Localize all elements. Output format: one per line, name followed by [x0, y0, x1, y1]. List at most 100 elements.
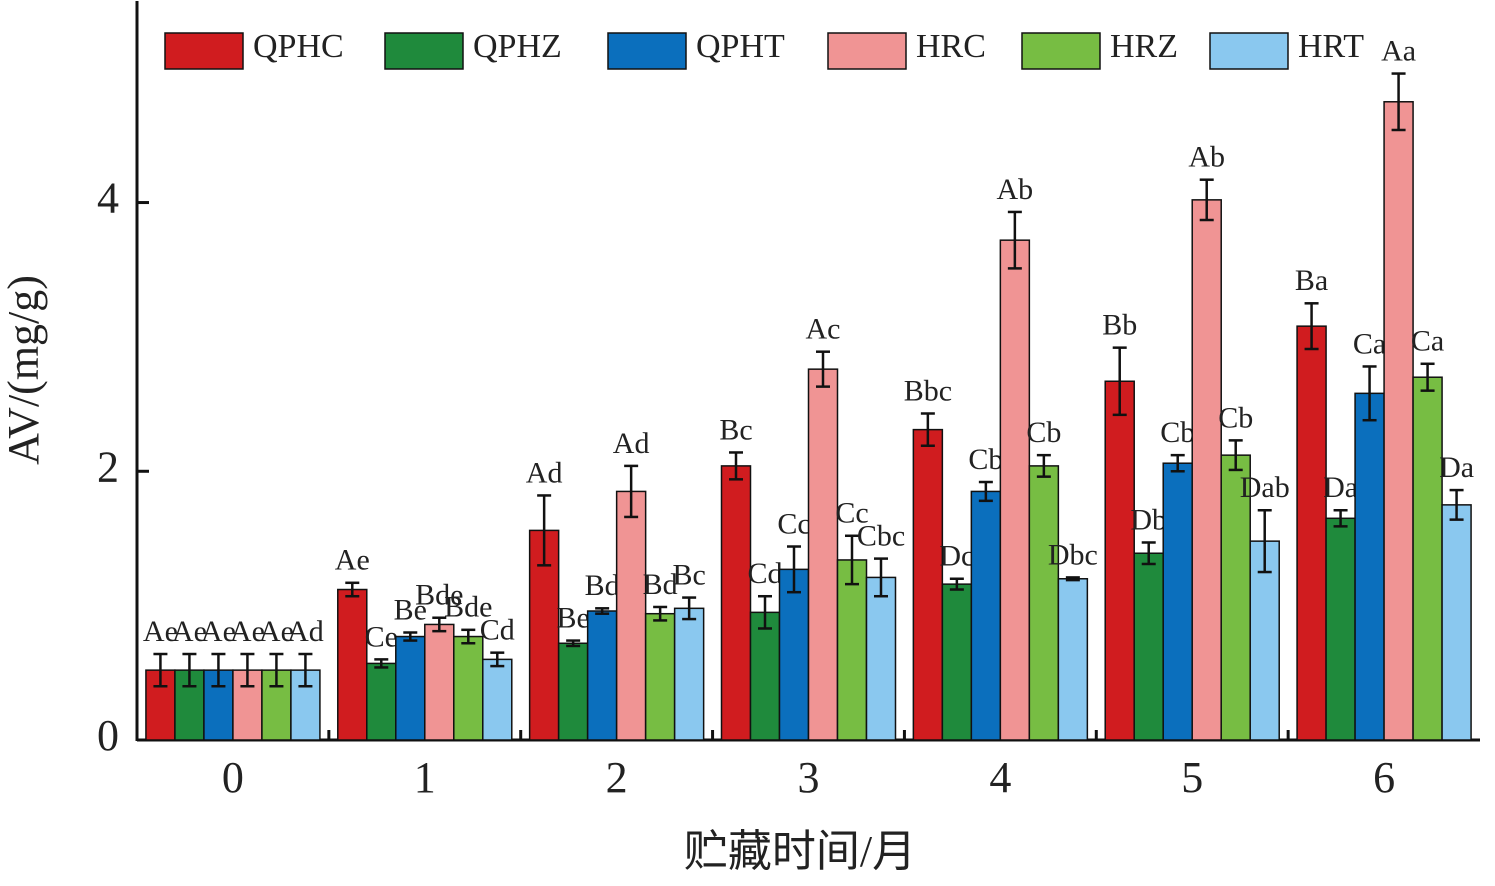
error-bar	[1449, 488, 1464, 521]
significance-label: Da	[1323, 471, 1358, 504]
significance-label: Ca	[1353, 327, 1386, 360]
significance-label: Ba	[1295, 264, 1328, 297]
x-tick-label: 3	[798, 753, 820, 802]
significance-label: Ad	[613, 427, 650, 460]
error-bar	[920, 412, 935, 447]
significance-label: Dab	[1240, 471, 1290, 504]
legend-swatch	[1209, 32, 1289, 70]
error-bar	[1362, 365, 1377, 422]
bar	[970, 490, 1002, 741]
error-bar	[298, 652, 313, 688]
error-bar	[1112, 346, 1127, 417]
error-bar	[682, 596, 697, 621]
significance-label: Cd	[747, 557, 782, 590]
significance-label: Da	[1439, 451, 1474, 484]
significance-label: Ae	[143, 615, 178, 648]
significance-label: Ae	[201, 615, 236, 648]
error-bar	[374, 658, 389, 669]
error-bar	[1304, 302, 1319, 351]
error-bar	[758, 594, 772, 630]
bar	[615, 490, 647, 741]
bar	[586, 610, 618, 741]
error-bar	[653, 605, 668, 622]
y-tick-label: 2	[97, 442, 119, 491]
error-bar	[595, 607, 610, 615]
bar	[1412, 376, 1443, 741]
error-bar	[1170, 453, 1185, 473]
significance-label: Ae	[259, 615, 294, 648]
significance-label: Db	[1130, 503, 1167, 536]
error-bar	[461, 628, 476, 645]
significance-label: Be	[556, 601, 589, 634]
significance-label: Dc	[939, 540, 974, 573]
y-tick-label: 0	[97, 711, 119, 760]
significance-label: Bde	[444, 591, 492, 624]
legend-label: QPHT	[696, 28, 785, 65]
error-bar	[1420, 362, 1435, 392]
bar	[1441, 504, 1472, 741]
error-bar	[1007, 210, 1022, 270]
significance-label: Ad	[287, 615, 324, 648]
bar	[1057, 578, 1089, 741]
error-bar	[949, 577, 964, 591]
bar	[1296, 325, 1327, 741]
bar	[453, 635, 484, 741]
bar	[482, 658, 513, 741]
legend-label: HRT	[1298, 28, 1364, 65]
bar	[644, 612, 676, 741]
significance-label: Bb	[1102, 309, 1137, 342]
significance-label: Ac	[806, 313, 841, 346]
error-bar	[1391, 72, 1406, 132]
significance-label: Cb	[1160, 416, 1195, 449]
x-axis-label: 贮藏时间/月	[684, 827, 916, 876]
bar	[1325, 517, 1356, 741]
x-tick-label: 1	[414, 753, 436, 802]
legend-swatch	[607, 32, 687, 70]
significance-label: Cb	[968, 443, 1003, 476]
legend-label: HRZ	[1110, 28, 1178, 65]
legend-swatch	[1021, 32, 1101, 70]
significance-label: Cb	[1218, 401, 1253, 434]
error-bar	[537, 494, 552, 567]
error-bar	[624, 464, 639, 519]
error-bar	[1333, 508, 1348, 528]
significance-label: Cc	[777, 507, 810, 540]
significance-label: Ae	[172, 615, 207, 648]
significance-label: Bc	[672, 558, 705, 591]
error-bar	[153, 652, 168, 688]
error-bar	[729, 451, 743, 481]
bar	[424, 623, 455, 741]
error-bar	[1257, 508, 1272, 574]
bar	[1191, 199, 1222, 741]
x-tick-label: 0	[222, 753, 244, 802]
bar	[807, 368, 839, 741]
y-axis-label: AV/(mg/g)	[0, 275, 48, 465]
significance-label: Cbc	[857, 519, 905, 552]
significance-label: Bd	[585, 569, 620, 602]
error-bar	[1036, 453, 1051, 478]
significance-label: Ad	[526, 456, 563, 489]
bar	[999, 239, 1031, 741]
legend-label: HRC	[916, 28, 986, 65]
error-bar	[1065, 576, 1080, 582]
error-bar	[240, 652, 255, 688]
error-bar	[269, 652, 284, 688]
bar	[557, 642, 589, 741]
bar	[1162, 462, 1193, 741]
error-bar	[211, 652, 226, 688]
y-tick-label: 4	[97, 174, 119, 223]
x-tick-label: 6	[1373, 753, 1395, 802]
bar	[673, 607, 705, 741]
bar	[778, 568, 810, 741]
significance-label: Cb	[1026, 416, 1061, 449]
error-bar	[182, 652, 197, 688]
error-bar	[1141, 541, 1156, 566]
bar	[941, 583, 973, 741]
error-bar	[1228, 439, 1243, 472]
x-tick-label: 5	[1181, 753, 1203, 802]
error-bar	[874, 557, 888, 598]
significance-label: Ae	[335, 544, 370, 577]
legend-swatch	[827, 32, 907, 70]
error-bar	[1199, 178, 1214, 222]
